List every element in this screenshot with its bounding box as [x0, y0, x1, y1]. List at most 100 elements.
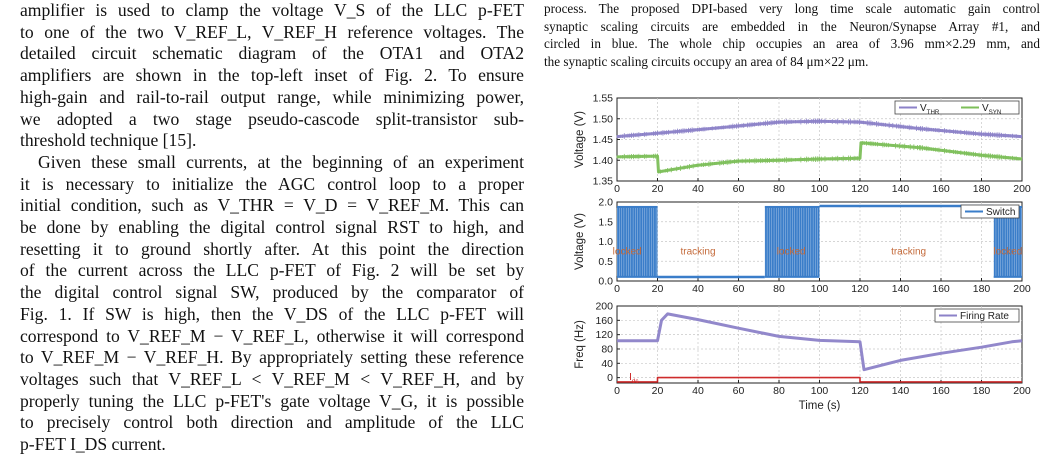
text-line: we adopted a two stage pseudo-cascode sp…: [20, 108, 524, 129]
text-line: Given these small currents, at the begin…: [38, 151, 524, 172]
chart-panel-1: 0 20 40 60 80 100 120 140 160 180 200 1.35 1.40 1.45 1…: [574, 93, 1031, 196]
y-tick-label: 80: [601, 343, 613, 355]
label-text: VTHR: [920, 103, 940, 116]
text-line: detailed circuit schematic diagram of th…: [20, 43, 524, 64]
caption-line: synaptic scaling circuits are embedded i…: [544, 18, 1040, 34]
label-text: VSYN: [982, 103, 1001, 116]
y-tick-label: 160: [595, 315, 613, 327]
y-axis-label: Voltage (V): [574, 213, 586, 270]
body-text-column: amplifier is used to clamp the voltage V…: [20, 0, 524, 456]
y-tick-label: 1.45: [593, 134, 614, 146]
label-text: Switch: [986, 207, 1015, 218]
y-tick-label: 2.0: [598, 197, 613, 209]
figure-caption: process. The proposed DPI-based very lon…: [544, 0, 1040, 70]
text-line: to precisely control both direction and …: [20, 412, 524, 433]
y-tick-label: 1.5: [598, 216, 613, 228]
legend-box: [934, 308, 1020, 323]
label-text: Idc: [629, 372, 638, 385]
x-tick-label: 100: [811, 283, 829, 295]
x-tick-label: 200: [1013, 183, 1031, 195]
text-line: p-FET I_DS current.: [20, 434, 166, 455]
chart-panel-2: 0 20 40 60 80 100 120 140 160 180 200 0.0 0.5 1.0 1.5 2…: [574, 197, 1031, 296]
x-tick-label: 100: [811, 183, 829, 195]
text-line: amplifier is used to clamp the voltage V…: [20, 0, 524, 20]
x-tick-label: 80: [773, 283, 785, 295]
x-tick-label: 60: [733, 183, 745, 195]
legend-box: [894, 100, 1020, 115]
y-tick-label: 120: [595, 329, 613, 341]
y-axis-label: Voltage (V): [574, 111, 586, 168]
x-tick-label: 160: [932, 183, 950, 195]
legend: VTHR VSYN: [894, 100, 1020, 116]
legend: Switch: [960, 204, 1020, 219]
text-line: properly tuning the LLC p-FET's gate vol…: [20, 390, 524, 411]
x-tick-label: 140: [892, 183, 910, 195]
state-annotation: tracking: [891, 246, 926, 257]
x-tick-label: 60: [733, 283, 745, 295]
text-line: correspond to V_REF_M − V_REF_L, otherwi…: [20, 325, 524, 346]
x-tick-label: 180: [973, 183, 991, 195]
text-line: Fig. 1. If SW is high, then the V_DS of …: [20, 303, 524, 324]
x-tick-label: 120: [851, 283, 869, 295]
x-tick-label: 160: [932, 385, 950, 397]
x-tick-label: 200: [1013, 283, 1031, 295]
paragraph-2: Given these small currents, at the begin…: [20, 152, 524, 456]
text-line: the digital control signal SW, produced …: [20, 282, 524, 303]
y-tick-label: 0: [607, 372, 613, 384]
x-tick-label: 180: [973, 283, 991, 295]
legend: Firing Rate: [934, 308, 1020, 323]
x-tick-label: 80: [773, 385, 785, 397]
x-tick-label: 200: [1013, 385, 1031, 397]
x-tick-label: 20: [652, 385, 664, 397]
x-tick-label: 40: [692, 283, 704, 295]
text-line: threshold technique [15].: [20, 130, 197, 151]
text-line: to one of the two V_REF_L, V_REF_H refer…: [20, 21, 524, 42]
x-tick-label: 60: [733, 385, 745, 397]
y-tick-label: 1.55: [593, 93, 614, 105]
y-axis-label: Freq (Hz): [574, 320, 586, 369]
switch-toggle-band: [764, 205, 820, 278]
x-tick-label: 140: [892, 283, 910, 295]
y-tick-label: 1.40: [593, 155, 614, 167]
text-line: resetting it to ground shortly after. At…: [20, 238, 524, 259]
y-tick-label: 1.0: [598, 236, 613, 248]
x-tick-label: 0: [614, 385, 620, 397]
x-tick-label: 180: [973, 385, 991, 397]
series-switch: [616, 204, 1022, 279]
text-line: of the current across the LLC p-FET of F…: [20, 260, 524, 281]
state-annotation: locked: [993, 246, 1022, 257]
text-line: to V_REF_M − V_REF_H. By appropriately s…: [20, 347, 524, 368]
x-tick-label: 0: [614, 183, 620, 195]
x-tick-label: 40: [692, 183, 704, 195]
caption-line: process. The proposed DPI-based very lon…: [544, 1, 1040, 16]
state-annotation: locked: [613, 246, 642, 257]
x-tick-label: 120: [851, 385, 869, 397]
x-tick-label: 40: [692, 385, 704, 397]
text-line: high-gain and rail-to-rail output range,…: [20, 86, 524, 107]
state-annotation: locked: [777, 246, 806, 257]
y-tick-label: 200: [595, 301, 613, 313]
text-line: be done by enabling the digital control …: [20, 217, 524, 238]
x-tick-label: 20: [652, 283, 664, 295]
y-tick-label: 0.0: [598, 276, 613, 288]
legend-box: [960, 204, 1020, 219]
text-line: it is necessary to initialize the AGC co…: [20, 173, 524, 194]
y-tick-label: 1.35: [593, 176, 614, 188]
series-line-firing rate: [617, 312, 1023, 372]
y-tick-label: 1.50: [593, 113, 614, 125]
text-line: amplifiers are shown in the top-left ins…: [20, 65, 524, 86]
state-annotation: tracking: [680, 246, 715, 257]
x-tick-label: 0: [614, 283, 620, 295]
text-line: initial condition, such as V_THR = V_D =…: [20, 195, 524, 216]
text-line: voltages such that V_REF_L < V_REF_M < V…: [20, 368, 524, 389]
paragraph-1: amplifier is used to clamp the voltage V…: [20, 0, 524, 152]
chart-panel-3: 0 20 40 60 80 100 120 140 160 180 200 0 40 80 120 160 20…: [574, 301, 1031, 413]
x-tick-label: 100: [811, 385, 829, 397]
series-line-i-dc: [617, 376, 1022, 383]
x-tick-label: 140: [892, 385, 910, 397]
x-tick-label: 20: [652, 183, 664, 195]
caption-line: circled in blue. The whole chip occupies…: [544, 36, 1040, 52]
label-text: Firing Rate: [960, 311, 1009, 322]
caption-line: the synaptic scaling circuits occupy an …: [544, 53, 869, 69]
x-axis-label: Time (s): [799, 400, 841, 412]
